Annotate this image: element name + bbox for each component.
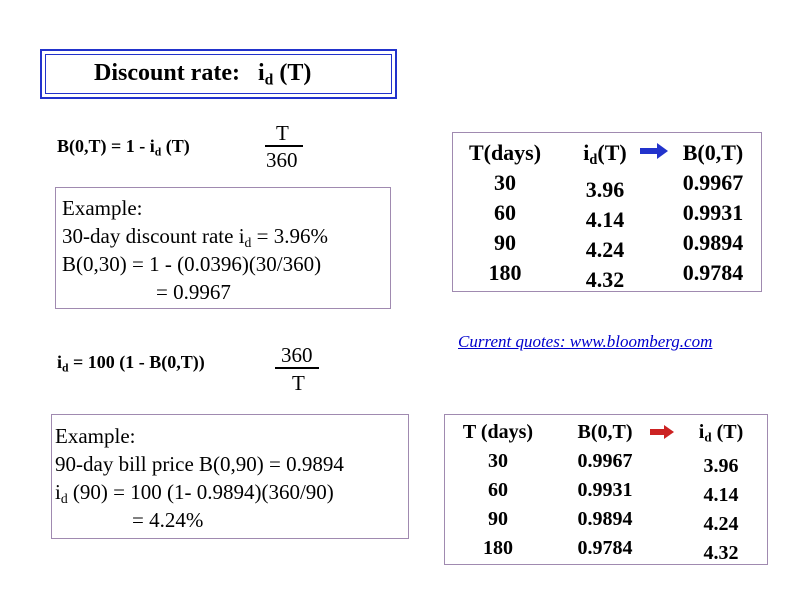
example-2-price-line: 90-day bill price B(0,90) = 0.9894 [55, 452, 344, 476]
table2-header-i-var: i [698, 421, 705, 443]
formula-price-var: i [149, 136, 155, 156]
formula-price-sub: d [154, 145, 162, 159]
table1-header-b: B(0,T) [682, 140, 744, 165]
title-arg: (T) [273, 60, 312, 86]
table1-header-i-var: i [583, 140, 590, 165]
formula-price-lhs: B(0,T) = 1 - [57, 136, 150, 156]
table2-cell: 0.9894 [577, 508, 633, 530]
table1-col-t: T(days) 30 60 90 180 [453, 138, 557, 288]
formula-price-fraction-bar [265, 145, 303, 147]
table1-header-i-sub: d [589, 152, 598, 168]
title-var: i [257, 60, 265, 86]
bloomberg-link[interactable]: Current quotes: www.bloomberg.com [458, 332, 713, 351]
table1-header-i-post: (T) [597, 140, 627, 165]
formula-rate-denominator: T [292, 371, 305, 395]
table1-cell: 3.96 [585, 177, 625, 202]
table2-cell: 4.14 [703, 483, 739, 506]
table2-col-b: B(0,T) 0.9967 0.9931 0.9894 0.9784 [559, 418, 651, 563]
example-1-rate-post: = 3.96% [251, 224, 328, 248]
example-1-rate-pre: 30-day discount rate i [62, 224, 245, 248]
example-1-rate-line: 30-day discount rate id = 3.96% [62, 222, 328, 257]
table2-cell: 0.9784 [577, 537, 633, 559]
example-2-result-line: = 4.24% [132, 508, 204, 532]
arrow-right-icon [650, 425, 674, 439]
title-sub: d [264, 71, 274, 89]
table2-header-i: id (T) [675, 418, 767, 452]
table2-cell: 4.24 [703, 512, 739, 535]
table2-cell: 60 [488, 479, 508, 501]
example-box-2: Example: 90-day bill price B(0,90) = 0.9… [51, 414, 409, 539]
table-price-to-rate: T (days) 30 60 90 180 B(0,T) 0.9967 0.99… [444, 414, 768, 565]
table2-cell: 3.96 [703, 454, 739, 477]
title-label: Discount rate: [94, 60, 240, 86]
example-2-calc-sub: d [60, 490, 68, 506]
table2-col-t: T (days) 30 60 90 180 [445, 418, 551, 563]
example-1-heading: Example: [62, 196, 143, 220]
table1-cell: 0.9894 [682, 230, 744, 255]
table1-cell: 60 [494, 200, 516, 225]
table2-cell: 180 [483, 537, 513, 559]
table1-cell: 180 [488, 260, 522, 285]
example-1-calc-line: B(0,30) = 1 - (0.0396)(30/360) [62, 252, 322, 276]
arrow-right-icon [640, 143, 668, 159]
table1-cell: 0.9784 [682, 260, 744, 285]
title-box: Discount rate: id (T) [40, 49, 397, 99]
table1-cell: 4.24 [585, 237, 625, 262]
example-1-result-line: = 0.9967 [156, 280, 231, 304]
example-2-calc-post: (90) = 100 (1- 0.9894)(360/90) [67, 480, 334, 504]
table2-header-i-sub: d [704, 429, 712, 445]
formula-price-numerator: T [276, 121, 289, 145]
table2-cell: 0.9931 [577, 479, 633, 501]
example-1-rate-sub: d [244, 234, 252, 250]
table2-cell: 4.32 [703, 541, 739, 564]
example-2-calc-var: i [55, 480, 61, 504]
table1-col-b: B(0,T) 0.9967 0.9931 0.9894 0.9784 [665, 138, 761, 288]
example-box-1: Example: 30-day discount rate id = 3.96%… [55, 187, 391, 309]
table1-header-t: T(days) [468, 140, 542, 165]
formula-price-tail: (T) [161, 136, 190, 156]
table2-header-t: T (days) [462, 421, 534, 443]
table1-cell: 4.32 [585, 267, 625, 292]
formula-rate-sub: d [62, 361, 69, 375]
formula-price: B(0,T) = 1 - id (T) [57, 136, 190, 158]
table2-cell: 30 [488, 450, 508, 472]
table2-header-i-post: (T) [711, 421, 744, 443]
table2-col-i: id (T) 3.96 4.14 4.24 4.32 [675, 418, 767, 568]
table1-cell: 30 [494, 170, 516, 195]
title-box-inner-border [45, 54, 392, 94]
table1-cell: 4.14 [585, 207, 625, 232]
example-2-calc-line: id (90) = 100 (1- 0.9894)(360/90) [55, 478, 334, 513]
formula-rate-fraction-bar [275, 367, 319, 369]
table1-header-i: id(T) [559, 138, 651, 175]
formula-rate-rhs: = 100 (1 - B(0,T)) [68, 352, 205, 372]
title: Discount rate: id (T) [94, 60, 311, 89]
example-2-heading: Example: [55, 424, 136, 448]
table1-cell: 90 [494, 230, 516, 255]
table2-cell: 90 [488, 508, 508, 530]
table2-cell: 0.9967 [577, 450, 633, 472]
formula-rate: id = 100 (1 - B(0,T)) [57, 352, 205, 374]
table1-col-i: id(T) 3.96 4.14 4.24 4.32 [559, 138, 651, 295]
formula-price-denominator: 360 [266, 148, 298, 172]
formula-rate-var: i [57, 352, 63, 372]
formula-rate-numerator: 360 [281, 343, 313, 367]
table2-header-b: B(0,T) [577, 421, 633, 443]
table1-cell: 0.9931 [682, 200, 744, 225]
table-rate-to-price: T(days) 30 60 90 180 id(T) 3.96 4.14 4.2… [452, 132, 762, 292]
table1-cell: 0.9967 [682, 170, 744, 195]
